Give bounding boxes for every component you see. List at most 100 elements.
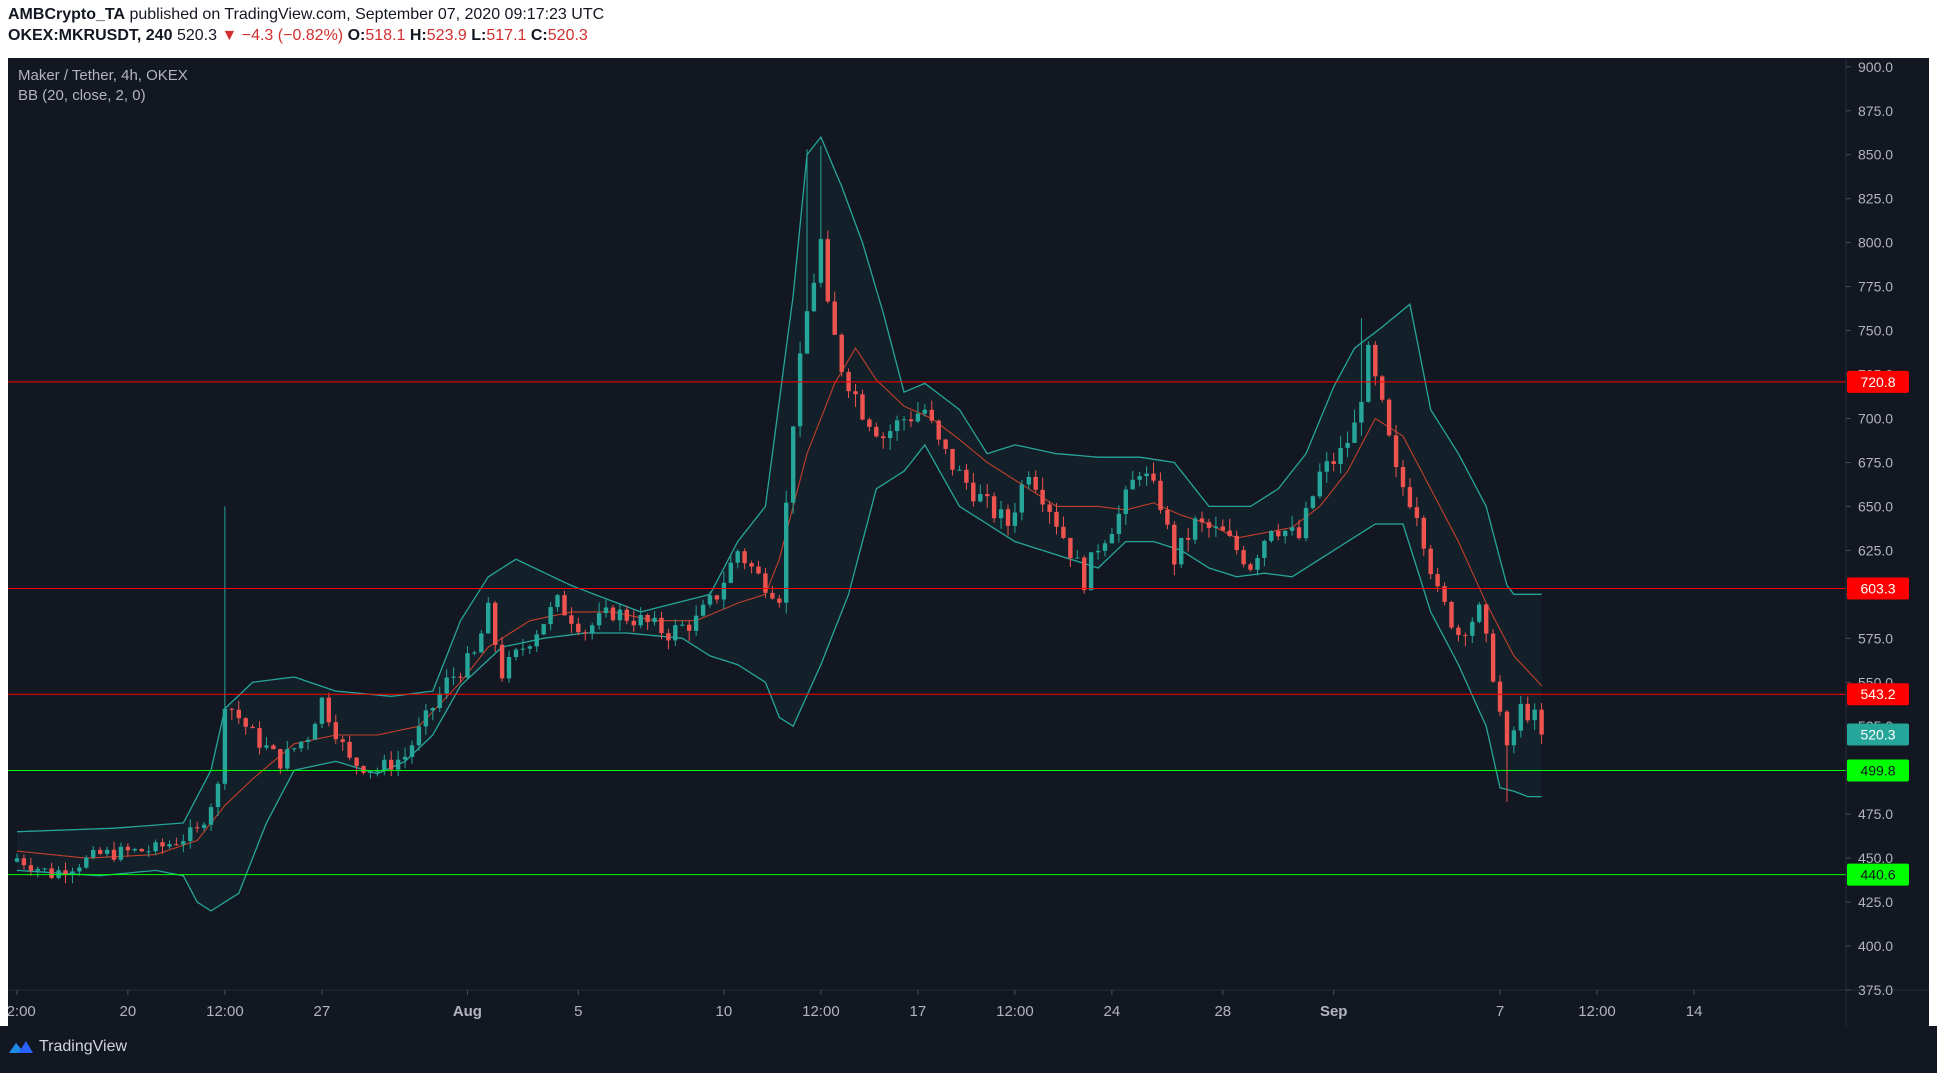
candle-body	[936, 420, 941, 440]
candle-body	[1317, 471, 1322, 497]
candle-body	[1095, 550, 1101, 553]
x-tick-label: 14	[1686, 1003, 1703, 1020]
candle-body	[257, 728, 262, 748]
candle-body	[1359, 401, 1364, 423]
candle-body	[832, 301, 837, 335]
candle-body	[1123, 489, 1128, 514]
candle-body	[603, 607, 609, 614]
candle-body	[985, 494, 990, 497]
candle-body	[1241, 550, 1246, 565]
candle-body	[1303, 508, 1309, 539]
candle-body	[666, 633, 671, 641]
candle-body	[49, 868, 54, 878]
author-name[interactable]: AMBCrypto_TA	[8, 6, 126, 23]
candle-body	[1400, 467, 1406, 488]
y-tick-label: 775.0	[1858, 279, 1893, 295]
candle-body	[971, 482, 976, 502]
candle-body	[915, 413, 921, 422]
candle-body	[1324, 461, 1329, 472]
candle-body	[1511, 730, 1517, 746]
candle-body	[825, 239, 830, 302]
candle-body	[562, 595, 567, 616]
resistance-price-label: 603.3	[1860, 581, 1895, 597]
x-tick-label: 5	[574, 1003, 582, 1020]
candle-body	[957, 469, 962, 471]
candle-body	[1407, 487, 1413, 508]
x-tick-label: Aug	[453, 1003, 482, 1020]
candle-body	[35, 868, 40, 871]
candle-body	[908, 419, 914, 422]
horizontal-levels	[8, 381, 1846, 876]
candle-body	[264, 745, 269, 748]
candle-body	[1116, 513, 1122, 534]
candle-body	[1075, 557, 1080, 559]
low-value: 517.1	[486, 27, 527, 44]
candle-body	[181, 841, 186, 845]
chart-container[interactable]: 375.0400.0425.0450.0475.0500.0525.0550.0…	[0, 58, 1929, 1026]
candle-body	[465, 653, 470, 678]
x-tick-label: Sep	[1320, 1003, 1348, 1020]
candle-body	[901, 419, 907, 421]
candle-body	[132, 849, 137, 851]
open-label: O:	[347, 27, 366, 44]
candle-body	[520, 648, 526, 650]
candle-body	[153, 842, 158, 852]
candle-body	[576, 623, 581, 633]
candle-body	[305, 739, 311, 742]
candle-body	[1532, 709, 1537, 721]
candle-body	[1484, 604, 1489, 634]
indicator-label[interactable]: BB (20, close, 2, 0)	[18, 87, 146, 104]
candle-body	[1047, 504, 1052, 512]
candle-body	[1158, 480, 1163, 511]
y-tick-label: 650.0	[1858, 498, 1893, 514]
candle-body	[139, 849, 144, 852]
candle-body	[375, 771, 380, 773]
support-price-label: 440.6	[1860, 867, 1895, 883]
candle-body	[84, 857, 89, 868]
candle-body	[596, 613, 602, 626]
y-tick-label: 450.0	[1858, 850, 1893, 866]
high-value: 523.9	[426, 27, 467, 44]
candle-body	[208, 807, 214, 825]
candle-body	[195, 827, 200, 829]
candle-body	[70, 871, 75, 876]
candle-body	[292, 748, 297, 750]
candle-body	[1490, 633, 1496, 682]
candle-body	[1310, 496, 1316, 508]
candle-body	[1421, 517, 1426, 549]
x-tick-label: 17	[910, 1003, 927, 1020]
candle-body	[555, 595, 560, 608]
candle-body	[271, 745, 276, 750]
candle-body	[333, 722, 338, 740]
candle-body	[236, 709, 241, 719]
price-chart[interactable]: 375.0400.0425.0450.0475.0500.0525.0550.0…	[0, 58, 1929, 1026]
candle-body	[437, 693, 442, 708]
bb-basis-line	[16, 347, 1543, 859]
x-tick-label: 10	[716, 1003, 733, 1020]
candle-body	[1026, 477, 1031, 485]
x-tick-label: 12:00	[206, 1003, 244, 1020]
candle-body	[735, 551, 740, 563]
footer-bar: TradingView	[0, 1026, 1937, 1073]
candle-body	[964, 469, 969, 483]
candle-body	[1109, 534, 1115, 544]
candle-body	[285, 749, 290, 769]
candle-body	[354, 757, 359, 766]
time-axis[interactable]: 12:00 20 12:00 27 Aug 5 10 12:00 17 12:00 24 28 Sep 7…	[0, 990, 1703, 1020]
symbol-ohlc-line: OKEX:MKRUSDT, 240 520.3 ▼ −4.3 (−0.82%) …	[8, 27, 588, 45]
candle-body	[1199, 518, 1205, 523]
candle-body	[1172, 524, 1177, 565]
tradingview-logo[interactable]: TradingView	[8, 1038, 127, 1056]
candle-body	[652, 617, 657, 623]
candle-body	[430, 708, 435, 711]
candle-body	[1082, 557, 1087, 591]
candle-body	[839, 334, 844, 372]
candle-body	[326, 697, 331, 723]
candle-body	[1338, 447, 1343, 464]
close-label: C:	[530, 27, 548, 44]
support-price-label-bg	[1847, 863, 1909, 886]
resistance-price-label-bg	[1847, 370, 1909, 393]
candle-body	[1102, 543, 1108, 551]
candle-body	[1518, 703, 1523, 731]
candle-body	[818, 239, 824, 283]
